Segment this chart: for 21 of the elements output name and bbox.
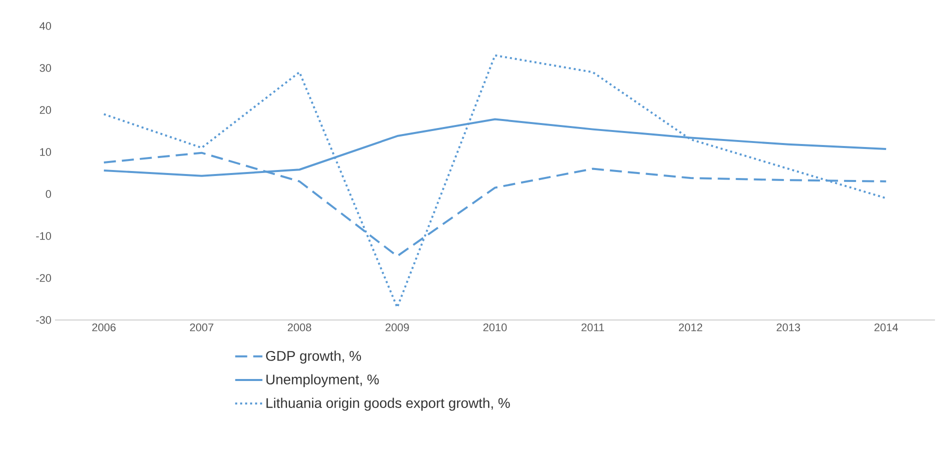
x-tick-label: 2011: [582, 324, 604, 332]
x-tick-label: 2009: [386, 324, 409, 332]
y-tick-label: -30: [36, 316, 52, 324]
y-tick-label: -20: [36, 274, 52, 282]
legend-label: Lithuania origin goods export growth, %: [266, 398, 510, 411]
x-tick-label: 2008: [288, 324, 312, 332]
y-tick-label: 40: [40, 22, 52, 30]
y-tick-label: 10: [40, 148, 52, 156]
x-tick-label: 2010: [483, 324, 507, 332]
legend-label: Unemployment, %: [266, 374, 379, 388]
legend-label: GDP growth, %: [266, 350, 361, 364]
y-tick-label: 30: [40, 64, 52, 72]
x-tick-label: 2007: [190, 324, 214, 332]
x-tick-label: 2013: [776, 324, 800, 332]
line-series: [102, 54, 888, 308]
x-tick-label: 2006: [92, 324, 116, 332]
x-tick-label: 2012: [678, 324, 702, 332]
x-tick-label: 2014: [874, 324, 898, 332]
y-tick-label: -10: [36, 232, 52, 240]
y-tick-label: 20: [40, 106, 52, 114]
y-tick-label: 0: [46, 190, 52, 198]
